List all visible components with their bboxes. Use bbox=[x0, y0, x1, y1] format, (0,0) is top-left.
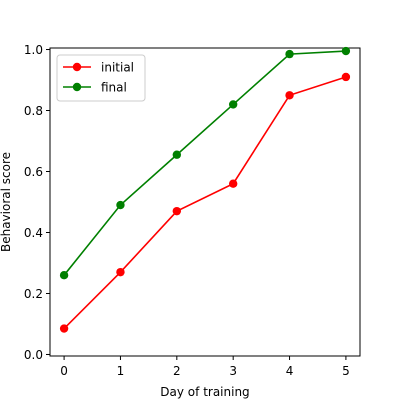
y-tick-label: 0.0 bbox=[24, 348, 43, 362]
x-tick-label: 4 bbox=[286, 364, 294, 378]
y-tick-label: 1.0 bbox=[24, 43, 43, 57]
y-tick-label: 0.2 bbox=[24, 287, 43, 301]
data-point-initial bbox=[341, 72, 351, 82]
data-point-initial bbox=[172, 206, 182, 216]
y-axis: 0.0 0.2 0.4 0.6 0.8 1.0 bbox=[24, 43, 50, 362]
data-point-initial bbox=[116, 267, 125, 277]
x-tick-label: 5 bbox=[342, 364, 350, 378]
data-point-final bbox=[341, 46, 351, 56]
x-tick-label: 3 bbox=[229, 364, 237, 378]
x-tick-label: 1 bbox=[117, 364, 125, 378]
x-axis: 0 1 2 3 4 5 bbox=[60, 356, 350, 378]
data-point-final bbox=[172, 150, 182, 159]
data-point-final bbox=[285, 49, 294, 59]
legend-marker-final bbox=[72, 82, 82, 92]
y-tick-label: 0.4 bbox=[24, 226, 43, 240]
data-point-final bbox=[59, 270, 69, 280]
legend: initial final bbox=[56, 54, 146, 102]
legend-label-initial: initial bbox=[101, 61, 134, 75]
data-point-initial bbox=[228, 179, 238, 188]
legend-label-final: final bbox=[101, 81, 127, 95]
legend-marker-initial bbox=[72, 62, 82, 72]
series-line-initial bbox=[63, 76, 347, 330]
x-axis-title: Day of training bbox=[160, 385, 249, 399]
y-axis-title: Behavioral score bbox=[0, 152, 13, 252]
data-point-initial bbox=[59, 324, 69, 333]
series-line-final bbox=[63, 50, 346, 276]
data-point-final bbox=[116, 200, 125, 210]
x-tick-label: 2 bbox=[173, 364, 181, 378]
y-tick-label: 0.8 bbox=[24, 104, 43, 118]
y-tick-label: 0.6 bbox=[24, 165, 43, 179]
data-point-final bbox=[228, 100, 238, 109]
x-tick-label: 0 bbox=[60, 364, 68, 378]
series-group bbox=[59, 46, 351, 333]
data-point-initial bbox=[285, 91, 294, 100]
